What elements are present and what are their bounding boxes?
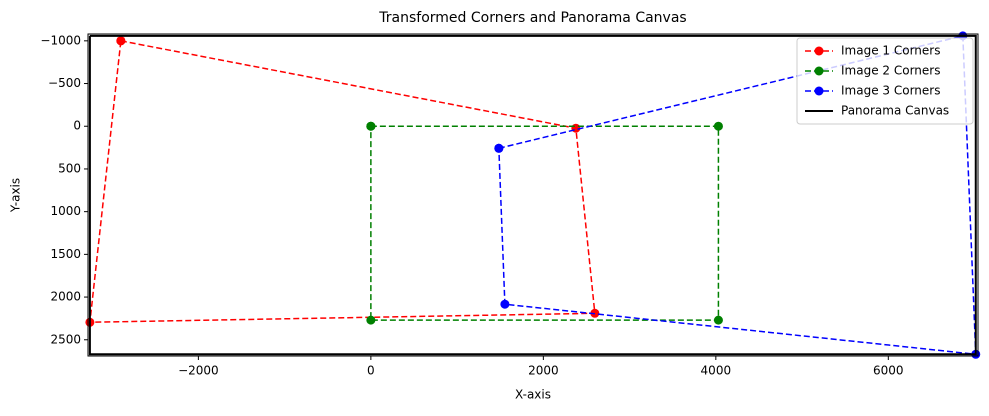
y-tick-label: 500 — [58, 161, 81, 175]
y-tick-label: 2500 — [50, 332, 81, 346]
x-tick-label: 0 — [367, 364, 375, 378]
y-tick-label: −1000 — [40, 33, 81, 47]
legend-label: Panorama Canvas — [841, 104, 949, 118]
legend-label: Image 3 Corners — [841, 84, 940, 98]
chart-title: Transformed Corners and Panorama Canvas — [378, 10, 686, 26]
y-tick-label: 0 — [73, 119, 81, 133]
y-tick-label: 1500 — [50, 247, 81, 261]
x-tick-label: −2000 — [178, 364, 219, 378]
corner-point — [494, 143, 504, 153]
x-tick-label: 6000 — [873, 364, 904, 378]
corner-point — [713, 315, 723, 325]
x-axis-label: X-axis — [515, 388, 551, 402]
legend-marker — [814, 86, 824, 96]
series-line — [88, 34, 977, 356]
corner-point — [500, 299, 510, 309]
corner-point — [366, 121, 376, 131]
corner-point — [366, 315, 376, 325]
x-tick-label: 2000 — [528, 364, 559, 378]
y-axis-label: Y-axis — [9, 178, 23, 213]
y-tick-label: 2000 — [50, 290, 81, 304]
series-line — [89, 40, 596, 324]
legend-box — [796, 37, 974, 125]
legend-label: Image 1 Corners — [841, 44, 940, 58]
legend-label: Image 2 Corners — [841, 64, 940, 78]
y-tick-label: −500 — [48, 76, 81, 90]
corner-point — [116, 36, 126, 46]
plot-frame — [87, 33, 979, 357]
legend-marker — [814, 66, 824, 76]
series-line — [370, 125, 720, 321]
legend-marker — [814, 46, 824, 56]
y-tick-label: 1000 — [50, 204, 81, 218]
x-tick-label: 4000 — [701, 364, 732, 378]
corner-point — [713, 121, 723, 131]
